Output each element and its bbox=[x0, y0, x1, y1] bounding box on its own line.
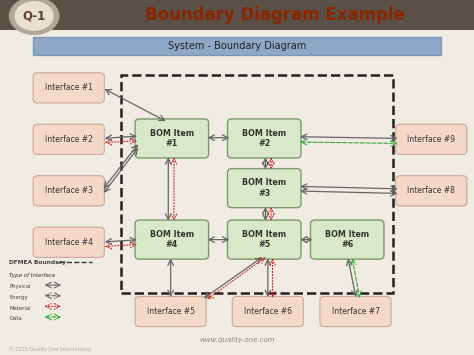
FancyBboxPatch shape bbox=[33, 124, 104, 154]
Text: www.quality-one.com: www.quality-one.com bbox=[199, 337, 275, 343]
FancyBboxPatch shape bbox=[232, 296, 303, 327]
FancyBboxPatch shape bbox=[135, 296, 206, 327]
Text: Interface #8: Interface #8 bbox=[407, 186, 456, 195]
Text: Material: Material bbox=[9, 306, 31, 311]
Text: BOM Item
#6: BOM Item #6 bbox=[325, 230, 369, 249]
Text: BOM Item
#4: BOM Item #4 bbox=[150, 230, 194, 249]
FancyBboxPatch shape bbox=[228, 119, 301, 158]
Circle shape bbox=[9, 0, 59, 34]
Text: Interface #7: Interface #7 bbox=[331, 307, 380, 316]
Text: BOM Item
#3: BOM Item #3 bbox=[242, 179, 286, 198]
Text: Physical: Physical bbox=[9, 284, 31, 289]
FancyBboxPatch shape bbox=[228, 220, 301, 259]
FancyBboxPatch shape bbox=[0, 0, 474, 30]
FancyBboxPatch shape bbox=[135, 119, 209, 158]
FancyBboxPatch shape bbox=[33, 73, 104, 103]
FancyBboxPatch shape bbox=[33, 176, 104, 206]
Text: Interface #2: Interface #2 bbox=[45, 135, 93, 144]
Text: Data: Data bbox=[9, 316, 22, 321]
Circle shape bbox=[15, 2, 53, 30]
FancyBboxPatch shape bbox=[396, 176, 467, 206]
Text: Interface #6: Interface #6 bbox=[244, 307, 292, 316]
FancyBboxPatch shape bbox=[310, 220, 384, 259]
Text: Interface #3: Interface #3 bbox=[45, 186, 93, 195]
Bar bbox=[121, 75, 393, 293]
Text: Type of Interface: Type of Interface bbox=[9, 273, 56, 278]
Text: Energy: Energy bbox=[9, 295, 28, 300]
Text: BOM Item
#2: BOM Item #2 bbox=[242, 129, 286, 148]
Text: Interface #1: Interface #1 bbox=[45, 83, 93, 92]
FancyBboxPatch shape bbox=[135, 220, 209, 259]
Text: Interface #9: Interface #9 bbox=[407, 135, 456, 144]
Text: Interface #4: Interface #4 bbox=[45, 238, 93, 247]
FancyBboxPatch shape bbox=[33, 227, 104, 257]
Text: © 2015 Quality One International: © 2015 Quality One International bbox=[9, 347, 92, 353]
FancyBboxPatch shape bbox=[320, 296, 391, 327]
Text: BOM Item
#1: BOM Item #1 bbox=[150, 129, 194, 148]
FancyBboxPatch shape bbox=[33, 37, 441, 55]
FancyBboxPatch shape bbox=[396, 124, 467, 154]
Text: Boundary Diagram Example: Boundary Diagram Example bbox=[145, 6, 405, 24]
Text: Interface #5: Interface #5 bbox=[146, 307, 195, 316]
Text: Q-1: Q-1 bbox=[22, 10, 46, 22]
Text: BOM Item
#5: BOM Item #5 bbox=[242, 230, 286, 249]
Text: System - Boundary Diagram: System - Boundary Diagram bbox=[168, 41, 306, 51]
FancyBboxPatch shape bbox=[228, 169, 301, 208]
Text: DFMEA Boundary: DFMEA Boundary bbox=[9, 261, 66, 266]
